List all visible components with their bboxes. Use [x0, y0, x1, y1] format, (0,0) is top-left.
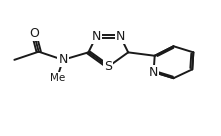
Text: N: N: [58, 53, 68, 66]
Text: Me: Me: [50, 73, 65, 83]
Text: N: N: [149, 66, 158, 79]
Text: N: N: [116, 30, 125, 43]
Text: O: O: [29, 27, 39, 40]
Text: N: N: [91, 30, 101, 43]
Text: S: S: [104, 60, 112, 73]
